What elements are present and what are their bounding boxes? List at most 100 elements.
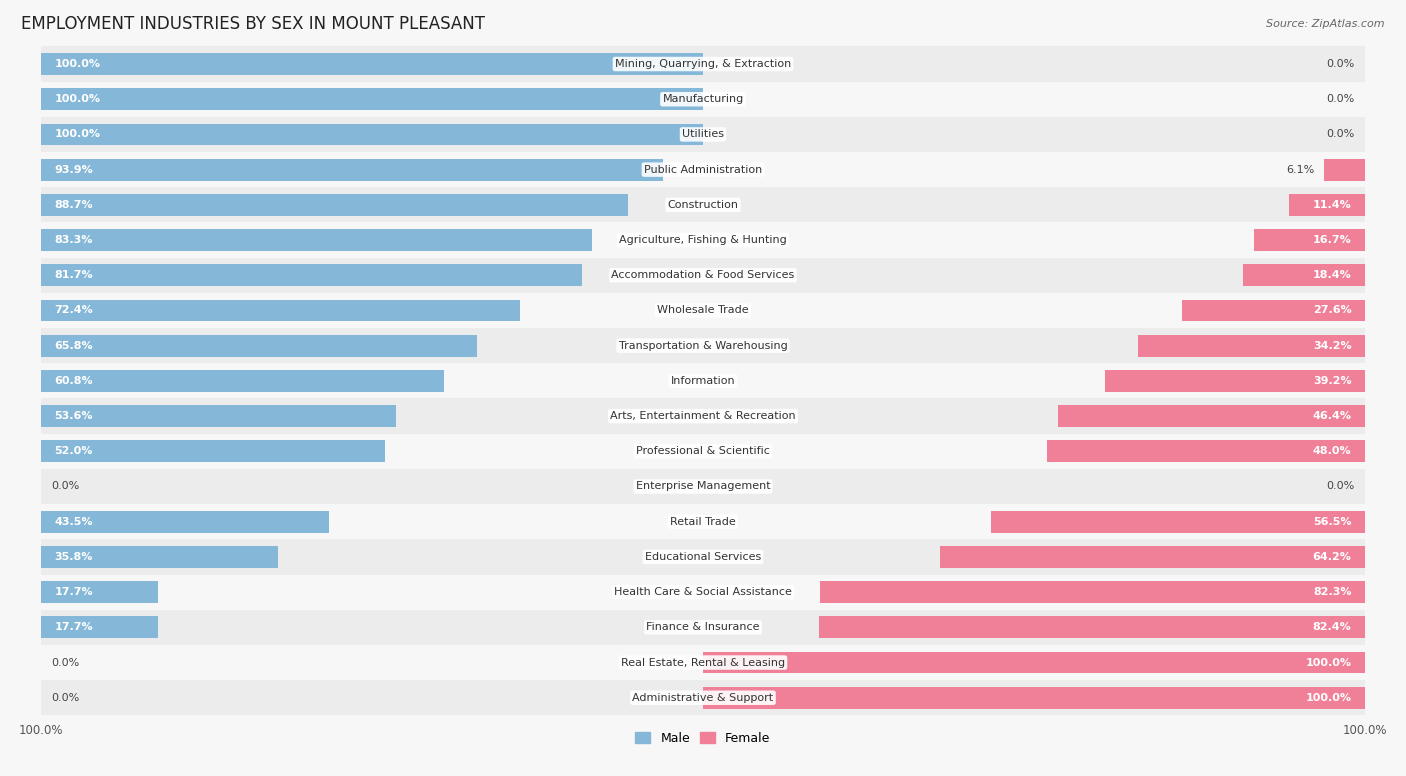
Text: 82.3%: 82.3%: [1313, 587, 1351, 597]
Text: 100.0%: 100.0%: [55, 130, 100, 140]
Text: 34.2%: 34.2%: [1313, 341, 1351, 351]
Text: Educational Services: Educational Services: [645, 552, 761, 562]
Bar: [41, 680, 1365, 715]
Bar: [41, 53, 703, 75]
Text: Retail Trade: Retail Trade: [671, 517, 735, 527]
Text: 53.6%: 53.6%: [55, 411, 93, 421]
Text: EMPLOYMENT INDUSTRIES BY SEX IN MOUNT PLEASANT: EMPLOYMENT INDUSTRIES BY SEX IN MOUNT PL…: [21, 15, 485, 33]
Text: 17.7%: 17.7%: [55, 622, 93, 632]
Text: 0.0%: 0.0%: [1327, 130, 1355, 140]
Text: 64.2%: 64.2%: [1313, 552, 1351, 562]
Text: 100.0%: 100.0%: [1306, 657, 1351, 667]
Text: 100.0%: 100.0%: [1306, 693, 1351, 703]
Text: Accommodation & Food Services: Accommodation & Food Services: [612, 270, 794, 280]
Legend: Male, Female: Male, Female: [630, 727, 776, 750]
Bar: [1289, 194, 1365, 216]
Text: 82.4%: 82.4%: [1313, 622, 1351, 632]
Bar: [41, 399, 1365, 434]
Text: 0.0%: 0.0%: [51, 481, 79, 491]
Text: 81.7%: 81.7%: [55, 270, 93, 280]
Bar: [820, 581, 1365, 603]
Text: 18.4%: 18.4%: [1313, 270, 1351, 280]
Text: 16.7%: 16.7%: [1313, 235, 1351, 245]
Text: Utilities: Utilities: [682, 130, 724, 140]
Bar: [41, 265, 582, 286]
Bar: [41, 405, 396, 427]
Text: Health Care & Social Assistance: Health Care & Social Assistance: [614, 587, 792, 597]
Bar: [41, 159, 662, 181]
Text: 0.0%: 0.0%: [1327, 481, 1355, 491]
Text: 48.0%: 48.0%: [1313, 446, 1351, 456]
Text: 0.0%: 0.0%: [51, 657, 79, 667]
Bar: [41, 300, 520, 321]
Bar: [1047, 440, 1365, 462]
Text: 0.0%: 0.0%: [51, 693, 79, 703]
Text: 0.0%: 0.0%: [1327, 94, 1355, 104]
Text: 17.7%: 17.7%: [55, 587, 93, 597]
Text: 100.0%: 100.0%: [55, 59, 100, 69]
Bar: [41, 574, 1365, 610]
Bar: [41, 645, 1365, 680]
Bar: [41, 546, 278, 568]
Text: 39.2%: 39.2%: [1313, 376, 1351, 386]
Text: 83.3%: 83.3%: [55, 235, 93, 245]
Text: 72.4%: 72.4%: [55, 306, 93, 316]
Bar: [41, 223, 1365, 258]
Text: 0.0%: 0.0%: [1327, 59, 1355, 69]
Bar: [41, 152, 1365, 187]
Text: Professional & Scientific: Professional & Scientific: [636, 446, 770, 456]
Bar: [41, 88, 703, 110]
Text: Real Estate, Rental & Leasing: Real Estate, Rental & Leasing: [621, 657, 785, 667]
Bar: [41, 469, 1365, 504]
Text: Public Administration: Public Administration: [644, 165, 762, 175]
Bar: [41, 440, 385, 462]
Bar: [41, 187, 1365, 223]
Bar: [820, 616, 1365, 638]
Bar: [1243, 265, 1365, 286]
Text: 43.5%: 43.5%: [55, 517, 93, 527]
Text: 52.0%: 52.0%: [55, 446, 93, 456]
Bar: [41, 293, 1365, 328]
Bar: [41, 434, 1365, 469]
Text: 88.7%: 88.7%: [55, 200, 93, 210]
Text: Information: Information: [671, 376, 735, 386]
Bar: [41, 504, 1365, 539]
Bar: [1057, 405, 1365, 427]
Text: Agriculture, Fishing & Hunting: Agriculture, Fishing & Hunting: [619, 235, 787, 245]
Bar: [1105, 370, 1365, 392]
Bar: [41, 539, 1365, 574]
Text: 100.0%: 100.0%: [55, 94, 100, 104]
Text: 93.9%: 93.9%: [55, 165, 93, 175]
Text: Administrative & Support: Administrative & Support: [633, 693, 773, 703]
Bar: [1254, 229, 1365, 251]
Text: Wholesale Trade: Wholesale Trade: [657, 306, 749, 316]
Bar: [1182, 300, 1365, 321]
Text: Arts, Entertainment & Recreation: Arts, Entertainment & Recreation: [610, 411, 796, 421]
Bar: [1139, 334, 1365, 357]
Text: Source: ZipAtlas.com: Source: ZipAtlas.com: [1267, 19, 1385, 29]
Text: Manufacturing: Manufacturing: [662, 94, 744, 104]
Bar: [41, 370, 443, 392]
Text: 65.8%: 65.8%: [55, 341, 93, 351]
Bar: [41, 81, 1365, 117]
Text: 11.4%: 11.4%: [1313, 200, 1351, 210]
Bar: [1324, 159, 1365, 181]
Text: 56.5%: 56.5%: [1313, 517, 1351, 527]
Text: Enterprise Management: Enterprise Management: [636, 481, 770, 491]
Bar: [41, 328, 1365, 363]
Bar: [41, 123, 703, 145]
Bar: [41, 616, 159, 638]
Text: Transportation & Warehousing: Transportation & Warehousing: [619, 341, 787, 351]
Bar: [41, 258, 1365, 293]
Bar: [41, 117, 1365, 152]
Text: 27.6%: 27.6%: [1313, 306, 1351, 316]
Text: 6.1%: 6.1%: [1286, 165, 1315, 175]
Bar: [941, 546, 1365, 568]
Text: Finance & Insurance: Finance & Insurance: [647, 622, 759, 632]
Bar: [41, 47, 1365, 81]
Bar: [41, 194, 628, 216]
Bar: [41, 581, 159, 603]
Bar: [703, 652, 1365, 674]
Bar: [991, 511, 1365, 532]
Text: Construction: Construction: [668, 200, 738, 210]
